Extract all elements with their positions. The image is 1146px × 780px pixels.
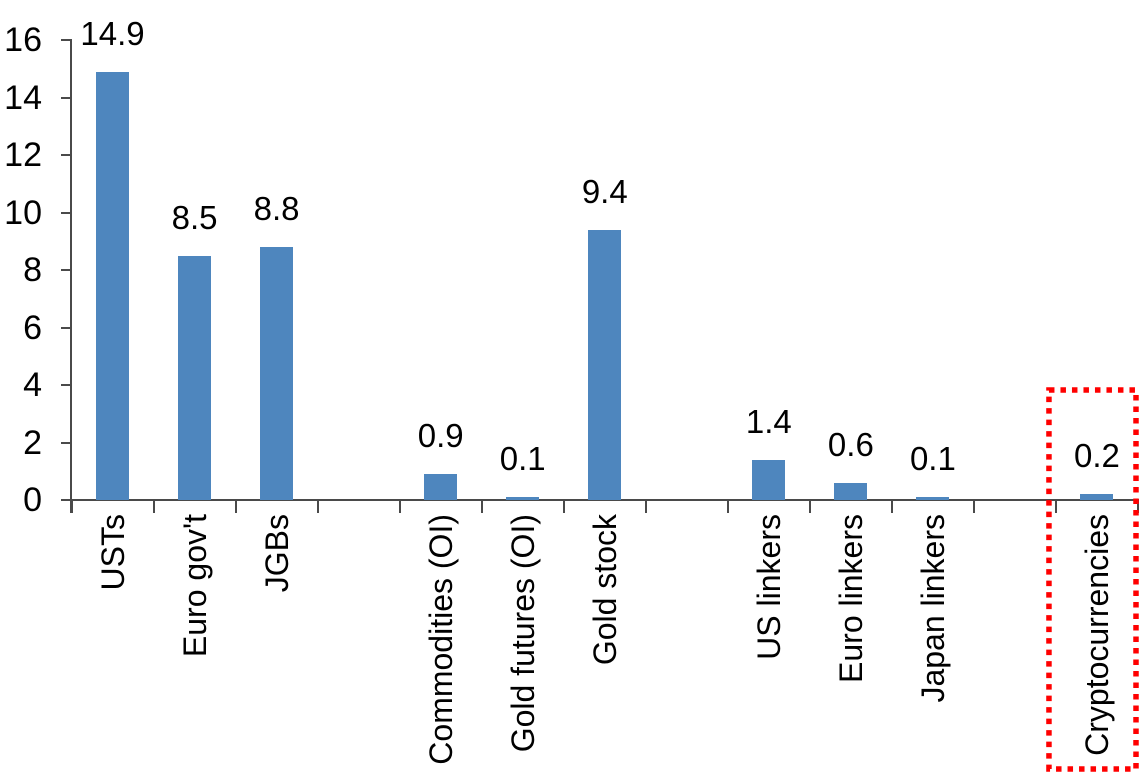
x-axis-label: Commodities (OI): [422, 514, 459, 765]
y-axis-tick: [61, 269, 72, 271]
x-axis-label: US linkers: [750, 514, 787, 660]
bar: [834, 482, 868, 500]
bar: [752, 459, 786, 500]
x-axis-tick: [562, 500, 565, 513]
y-axis-tick: [61, 326, 72, 329]
x-axis-tick: [316, 500, 319, 513]
y-axis-tick: [61, 96, 72, 99]
x-axis-tick: [890, 500, 893, 513]
x-axis-tick: [152, 500, 155, 513]
x-axis-tick: [234, 500, 237, 513]
bar-value-label: 0.2: [1074, 437, 1120, 475]
y-axis-tick: [61, 441, 72, 444]
bar: [424, 474, 458, 500]
x-axis-tick: [1054, 500, 1057, 513]
bar-value-label: 9.4: [581, 172, 628, 210]
bar: [96, 71, 130, 500]
bar-value-label: 0.1: [499, 440, 546, 478]
bar: [178, 255, 212, 500]
y-axis-tick-label: 0: [23, 481, 42, 519]
y-axis-tick-label: 12: [4, 136, 42, 174]
x-axis-line: [70, 499, 1139, 501]
y-axis-tick-label: 6: [23, 308, 42, 347]
x-axis-label: Gold futures (OI): [504, 514, 541, 753]
x-axis-label: Gold stock: [586, 514, 623, 666]
y-axis-tick: [61, 211, 72, 214]
x-axis-label: Euro gov't: [176, 514, 213, 658]
bar-value-label: 8.5: [171, 198, 218, 236]
y-axis-tick: [61, 39, 72, 41]
y-axis-tick-label: 10: [4, 193, 42, 232]
bar-value-label: 14.9: [80, 14, 145, 52]
y-axis-tick: [61, 499, 72, 501]
bar-value-label: 0.1: [909, 440, 956, 478]
y-axis-line: [70, 40, 72, 513]
y-axis-tick-label: 14: [4, 78, 42, 117]
bar: [1080, 494, 1114, 500]
x-axis-label: USTs: [94, 514, 131, 591]
x-axis-tick: [398, 500, 401, 513]
bar: [916, 497, 950, 500]
bar-value-label: 1.4: [745, 402, 792, 440]
x-axis-label: Euro linkers: [832, 514, 869, 683]
y-axis-tick-label: 16: [4, 21, 42, 59]
bar: [588, 229, 622, 500]
x-axis-tick: [726, 500, 729, 513]
x-axis-tick: [480, 500, 483, 513]
y-axis-tick-label: 8: [23, 251, 42, 289]
bar: [260, 247, 294, 500]
bar-value-label: 0.9: [417, 417, 464, 455]
x-axis-tick: [1137, 500, 1139, 513]
bar: [506, 497, 540, 500]
x-axis-tick: [70, 500, 73, 513]
x-axis-label: Cryptocurrencies: [1078, 514, 1115, 756]
y-axis-tick: [61, 154, 72, 156]
y-axis-tick-label: 2: [23, 423, 42, 462]
x-axis-tick: [808, 500, 811, 513]
x-axis-tick: [972, 500, 975, 513]
y-axis-tick: [61, 384, 72, 386]
x-axis-tick: [644, 500, 647, 513]
x-axis-label: Japan linkers: [914, 514, 951, 703]
y-axis-tick-label: 4: [23, 366, 42, 404]
x-axis-label: JGBs: [258, 514, 295, 593]
bar-value-label: 8.8: [253, 190, 300, 227]
bar-value-label: 0.6: [827, 425, 874, 463]
